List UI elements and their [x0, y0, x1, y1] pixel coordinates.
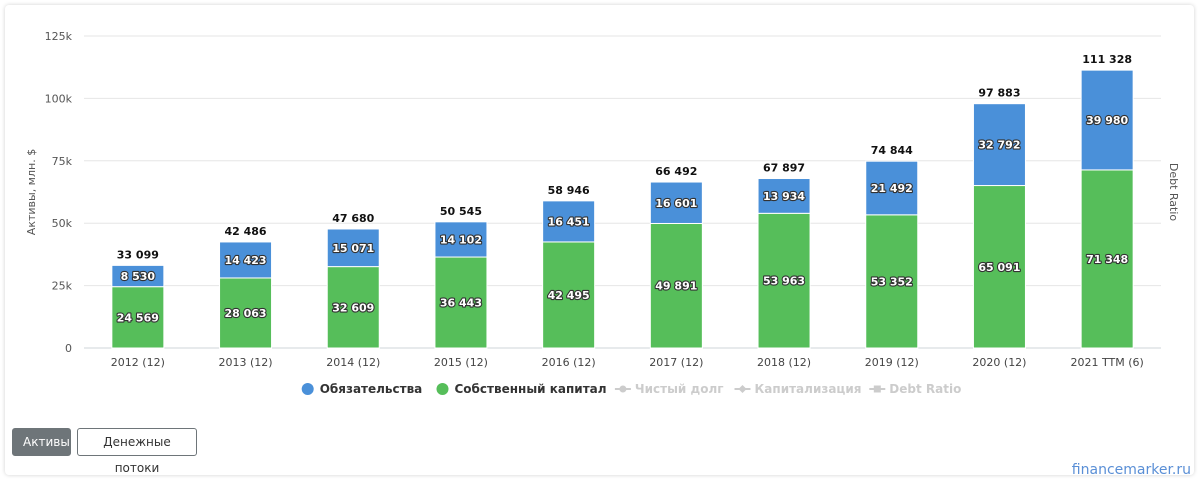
data-label-total: 50 545	[440, 205, 482, 218]
legend-item[interactable]: Обязательства	[320, 382, 423, 396]
data-label-liabilities: 14 102	[440, 233, 482, 246]
x-tick-label: 2019 (12)	[865, 356, 919, 369]
y-tick-label: 50k	[52, 217, 73, 230]
bar-equity	[649, 222, 703, 349]
bar-liabilities	[326, 228, 380, 268]
data-label-total: 42 486	[224, 225, 266, 238]
data-label-equity: 53 963	[763, 275, 805, 288]
bar-equity	[542, 241, 596, 349]
data-label-liabilities: 8 530	[121, 270, 156, 283]
legend-item[interactable]: Чистый долг	[635, 382, 724, 396]
y-tick-label: 125k	[45, 30, 73, 43]
legend-item[interactable]: Собственный капитал	[455, 382, 607, 396]
y-axis-title: Активы, млн. $	[25, 149, 38, 235]
y-tick-label: 75k	[52, 155, 73, 168]
legend-marker	[873, 385, 881, 393]
data-label-total: 66 492	[655, 165, 697, 178]
data-label-liabilities: 13 934	[763, 190, 805, 203]
bar-equity	[757, 212, 811, 349]
assets-tab-button[interactable]: Активы	[12, 428, 71, 456]
legend-marker	[436, 383, 449, 395]
legend-marker	[738, 385, 747, 393]
legend-item[interactable]: Debt Ratio	[889, 382, 961, 396]
bar-liabilities	[111, 264, 165, 288]
data-label-equity: 71 348	[1086, 253, 1128, 266]
y-tick-label: 0	[65, 342, 72, 355]
bar-equity	[434, 256, 488, 349]
bar-equity	[865, 214, 919, 349]
data-label-equity: 28 063	[224, 307, 266, 320]
bar-liabilities	[219, 241, 273, 279]
x-tick-label: 2017 (12)	[649, 356, 703, 369]
data-label-equity: 42 495	[548, 289, 590, 302]
x-tick-label: 2015 (12)	[434, 356, 488, 369]
bar-liabilities	[757, 178, 811, 214]
data-label-equity: 49 891	[655, 280, 697, 293]
bar-liabilities	[972, 103, 1026, 187]
x-tick-label: 2014 (12)	[326, 356, 380, 369]
data-label-liabilities: 16 451	[548, 215, 590, 228]
x-tick-label: 2016 (12)	[542, 356, 596, 369]
data-label-total: 67 897	[763, 162, 805, 175]
legend-item[interactable]: Капитализация	[755, 382, 862, 396]
data-label-equity: 65 091	[978, 261, 1020, 274]
data-label-liabilities: 14 423	[224, 254, 266, 267]
bar-liabilities	[1080, 69, 1134, 171]
data-label-total: 47 680	[332, 212, 374, 225]
x-tick-label: 2020 (12)	[972, 356, 1026, 369]
bar-liabilities	[865, 160, 919, 216]
data-label-liabilities: 32 792	[978, 139, 1020, 152]
legend-marker	[619, 385, 627, 393]
data-label-liabilities: 39 980	[1086, 114, 1128, 127]
y-tick-label: 25k	[52, 280, 73, 293]
x-tick-label: 2012 (12)	[111, 356, 165, 369]
bar-equity	[1080, 169, 1134, 349]
bar-liabilities	[542, 200, 596, 243]
data-label-total: 97 883	[978, 87, 1020, 100]
data-label-total: 74 844	[871, 144, 913, 157]
data-label-equity: 32 609	[332, 301, 374, 314]
x-tick-label: 2013 (12)	[219, 356, 273, 369]
data-label-total: 58 946	[548, 184, 590, 197]
bar-liabilities	[434, 221, 488, 258]
data-label-liabilities: 21 492	[871, 182, 913, 195]
data-label-equity: 24 569	[117, 311, 159, 324]
bar-equity	[972, 185, 1026, 349]
bar-equity	[111, 286, 165, 349]
legend-marker	[301, 383, 314, 395]
data-label-liabilities: 16 601	[655, 197, 697, 210]
data-label-equity: 36 443	[440, 297, 482, 310]
y2-axis-title: Debt Ratio	[1167, 163, 1180, 222]
brand-watermark: financemarker.ru	[1071, 462, 1191, 478]
x-tick-label: 2018 (12)	[757, 356, 811, 369]
data-label-total: 33 099	[117, 248, 159, 261]
data-label-equity: 53 352	[871, 275, 913, 288]
y-tick-label: 100k	[45, 92, 73, 105]
cashflow-tab-button[interactable]: Денежные потоки	[77, 428, 197, 475]
data-label-total: 111 328	[1082, 53, 1132, 66]
x-tick-label: 2021 TTM (6)	[1070, 356, 1143, 369]
bar-liabilities	[649, 181, 703, 224]
data-label-liabilities: 15 071	[332, 242, 374, 255]
